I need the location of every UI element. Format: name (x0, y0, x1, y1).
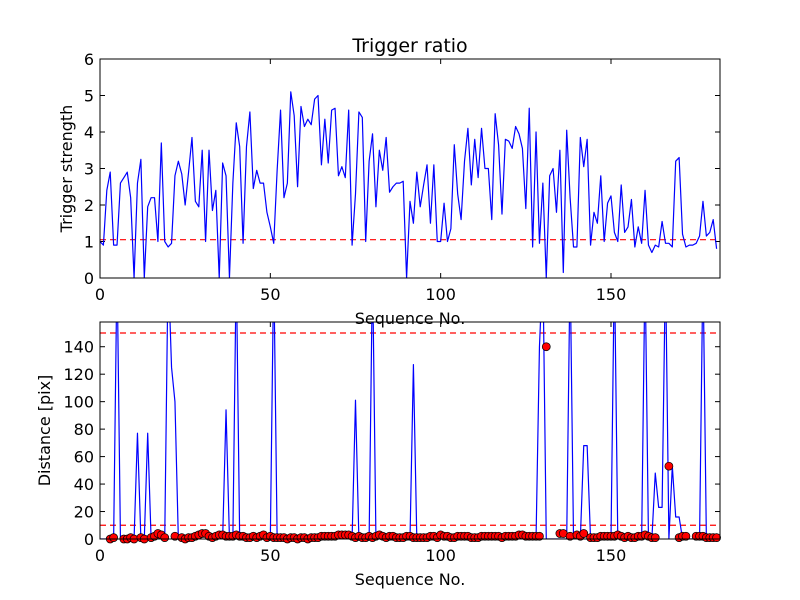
distance-chart: Sequence No. Distance [pix] 0 50 100 150 0 20… (35, 321, 721, 589)
chart-title: Trigger ratio (351, 35, 467, 57)
tick-marks: 0 50 100 150 0 20 40 60 80 100 120 140 (63, 322, 720, 565)
data-point (664, 461, 674, 471)
y-tick-label: 80 (74, 420, 94, 439)
y-tick-label: 6 (84, 50, 94, 69)
plot-clip-group (100, 91, 720, 278)
x-tick-label: 100 (425, 285, 456, 304)
data-point (579, 529, 589, 538)
y-tick-label: 100 (63, 393, 94, 412)
plot-area (99, 58, 721, 279)
plot-area (99, 321, 721, 544)
data-point (535, 531, 544, 541)
x-axis-label: Sequence No. (355, 309, 466, 328)
data-point (650, 533, 660, 542)
y-axis-label: Trigger strength (57, 105, 76, 234)
x-tick-label: 50 (260, 546, 280, 565)
plot-frame (99, 58, 721, 279)
data-point (681, 531, 691, 541)
y-tick-label: 20 (74, 503, 94, 522)
x-tick-label: 50 (260, 285, 280, 304)
y-tick-label: 2 (84, 196, 94, 215)
x-tick-label: 0 (95, 285, 105, 304)
data-point (160, 533, 170, 542)
x-axis-label: Sequence No. (355, 570, 466, 589)
y-tick-label: 1 (84, 233, 94, 252)
y-tick-label: 0 (84, 269, 94, 288)
y-tick-label: 40 (74, 475, 94, 494)
x-tick-label: 100 (425, 546, 456, 565)
y-tick-label: 4 (84, 123, 94, 142)
trigger-ratio-chart: Trigger ratio Sequence No. Trigger stren… (57, 35, 721, 328)
data-point (541, 342, 551, 352)
y-tick-label: 60 (74, 448, 94, 467)
x-tick-label: 0 (95, 546, 105, 565)
data-point (712, 533, 721, 542)
y-tick-label: 5 (84, 87, 94, 106)
x-tick-label: 150 (596, 546, 627, 565)
data-point (109, 533, 118, 542)
x-tick-label: 150 (596, 285, 627, 304)
y-tick-label: 0 (84, 530, 94, 549)
y-tick-label: 140 (63, 338, 94, 357)
y-axis-label: Distance [pix] (35, 375, 54, 487)
series-line (100, 91, 718, 278)
y-tick-label: 120 (63, 365, 94, 384)
plot-frame (99, 321, 721, 540)
y-tick-label: 3 (84, 160, 94, 179)
